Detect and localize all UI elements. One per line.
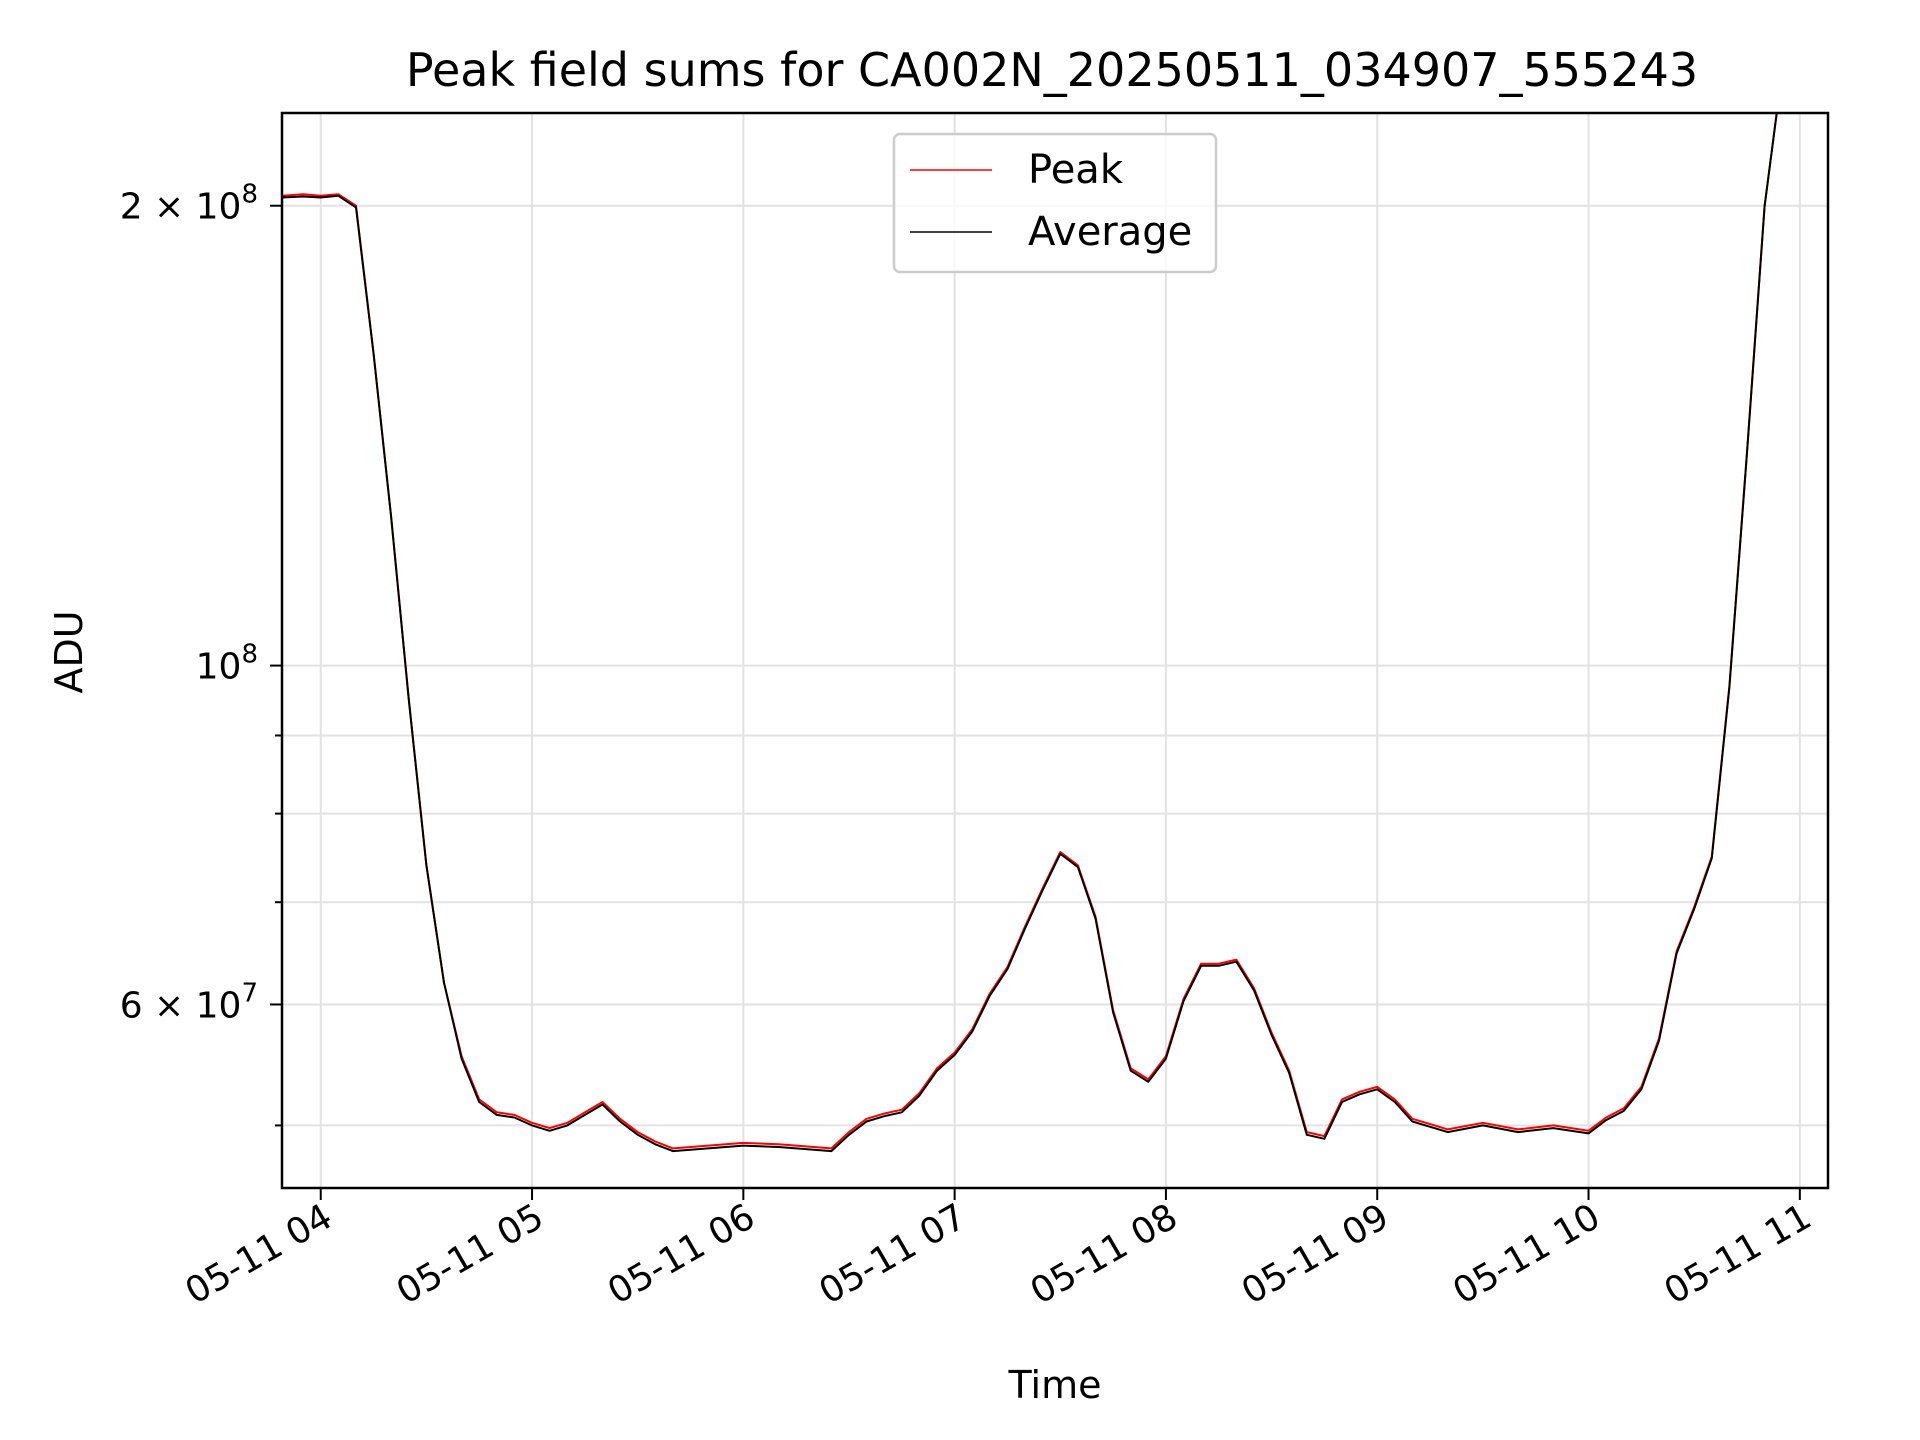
x-tick-label: 05-11 05 <box>390 1196 551 1312</box>
plot-frame <box>280 111 1830 1190</box>
x-tick-label: 05-11 09 <box>1235 1196 1396 1312</box>
x-tick-label: 05-11 10 <box>1446 1196 1607 1312</box>
grid <box>282 113 1828 1188</box>
legend-label-average: Average <box>1028 209 1192 255</box>
y-tick-label: 6 × 107 <box>120 978 258 1026</box>
chart-title: Peak field sums for CA002N_20250511_0349… <box>406 43 1698 97</box>
y-tick-label: 2 × 108 <box>120 180 258 228</box>
series-line-average <box>282 113 1778 1153</box>
legend: Peak Average <box>892 132 1218 274</box>
x-tick-label: 05-11 06 <box>601 1196 762 1312</box>
x-tick-label: 05-11 08 <box>1024 1196 1185 1312</box>
legend-label-peak: Peak <box>1028 147 1124 193</box>
x-tick-label: 05-11 04 <box>179 1196 340 1312</box>
x-tick-label: 05-11 07 <box>812 1196 973 1312</box>
y-tick-label: 108 <box>196 640 258 688</box>
series-layer <box>282 113 1778 1153</box>
x-axis-label: Time <box>1008 1363 1102 1407</box>
x-tick-label: 05-11 11 <box>1658 1196 1819 1312</box>
legend-box <box>892 132 1218 274</box>
axis-ticks: 05-11 04 05-11 05 05-11 06 05-11 07 05-11 08… <box>120 180 1819 1313</box>
y-axis-label: ADU <box>47 610 91 693</box>
